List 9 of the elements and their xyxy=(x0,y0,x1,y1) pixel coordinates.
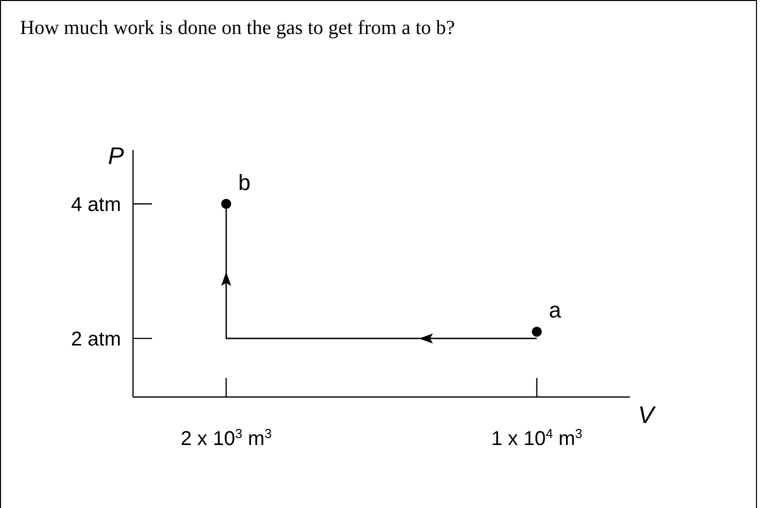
y-axis-title: P xyxy=(108,143,124,170)
x-axis-title: V xyxy=(638,402,656,429)
annotation: b xyxy=(238,170,250,195)
y-tick-label: 2 atm xyxy=(70,328,121,350)
annotation: a xyxy=(548,298,562,323)
chart-title: How much work is done on the gas to get from a to b? xyxy=(20,17,456,39)
x-tick-label: 2 x 10$^{3}$ m$^{3}$ xyxy=(180,426,272,450)
x-tick-label: 1 x 10$^{4}$ m$^{3}$ xyxy=(491,426,582,450)
y-tick-label: 4 atm xyxy=(70,194,121,216)
